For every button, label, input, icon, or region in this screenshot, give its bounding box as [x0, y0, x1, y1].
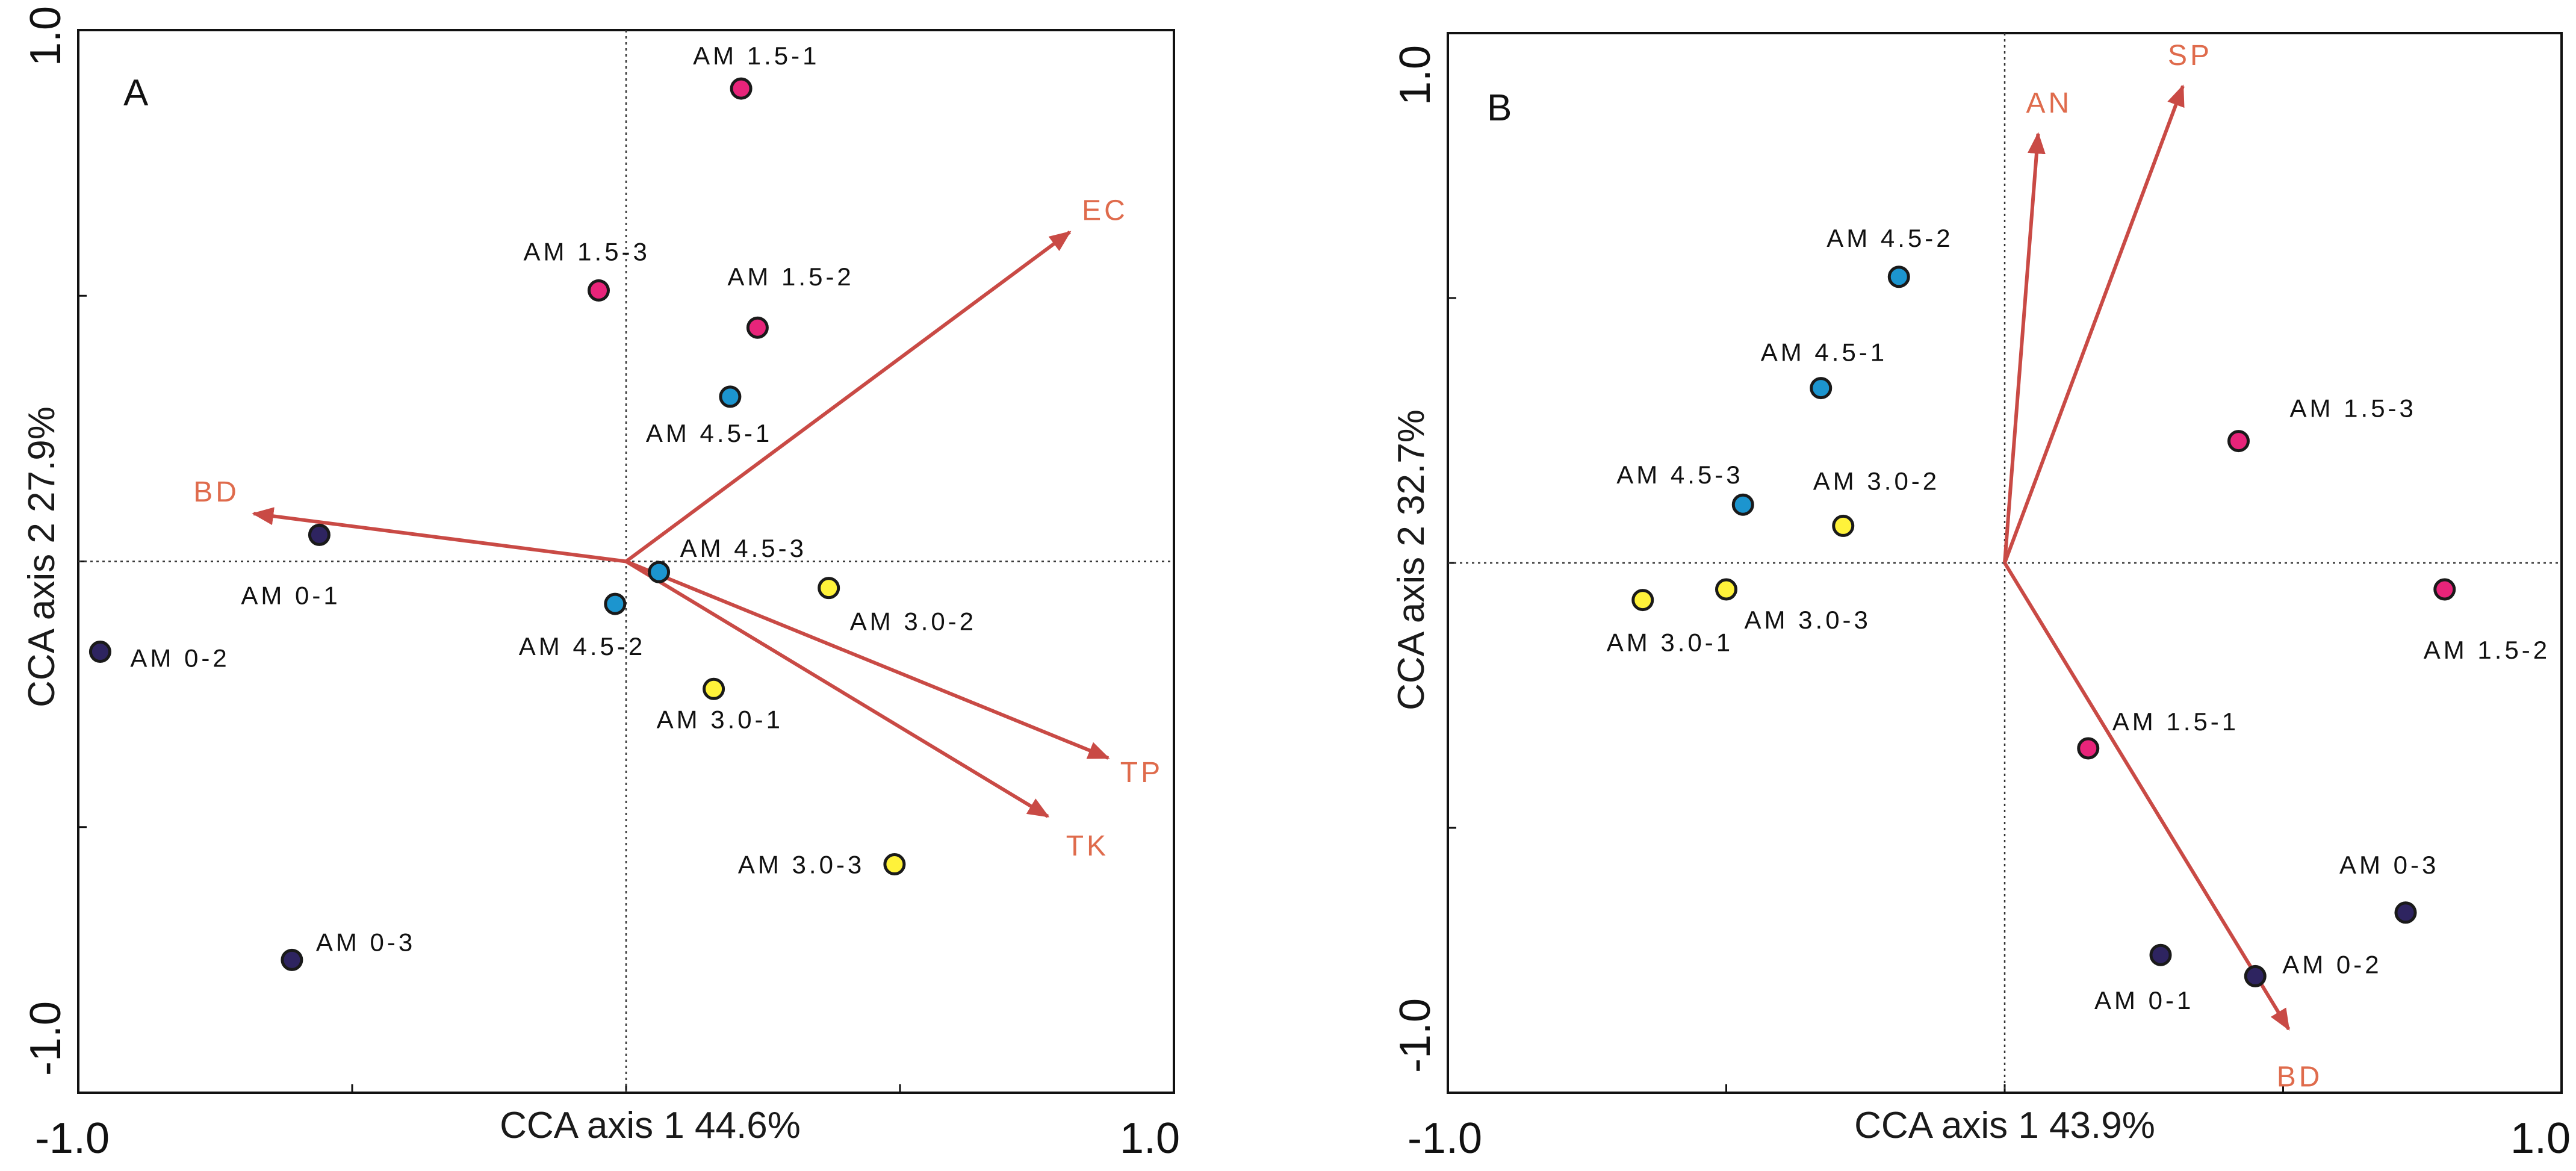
point-am-0-1: [308, 523, 331, 546]
vector-label: EC: [1082, 194, 1128, 226]
y-tick-label: -1.0: [22, 1001, 70, 1076]
point-label: AM 3.0-1: [1607, 629, 1733, 657]
point-am-4-5-2: [604, 592, 627, 615]
point-label: AM 1.5-1: [693, 42, 819, 70]
x-tick-label: 1.0: [2510, 1114, 2571, 1163]
point-label: AM 3.0-1: [657, 705, 783, 733]
vector-label: TK: [1066, 830, 1109, 862]
point-label: AM 4.5-3: [680, 534, 807, 562]
x-axis-title: CCA axis 1 43.9%: [1854, 1105, 2155, 1146]
panel-letter: A: [123, 72, 149, 114]
vector-tp: [625, 559, 1110, 760]
point-am-1-5-2: [2433, 578, 2456, 601]
y-axis-title: CCA axis 2 27.9%: [21, 406, 63, 707]
vector-label: TP: [1120, 757, 1163, 789]
point-am-1-5-2: [746, 316, 769, 339]
y-tick-label: -1.0: [1391, 998, 1439, 1073]
x-axis-title: CCA axis 1 44.6%: [500, 1105, 801, 1146]
vector-bd: [252, 507, 627, 564]
point-am-1-5-1: [730, 77, 753, 100]
vector-label: BD: [2277, 1061, 2323, 1093]
vector-ec: [625, 230, 1072, 563]
panel-b: B -1.0 1.0 1.0 -1.0 CCA axis 1 43.9% CCA axis …: [1391, 32, 2571, 1163]
point-label: AM 1.5-3: [2290, 394, 2416, 423]
point-label: AM 4.5-3: [1616, 461, 1743, 489]
point-label: AM 4.5-2: [1826, 224, 1953, 252]
point-label: AM 0-3: [316, 928, 415, 956]
point-label: AM 1.5-1: [2112, 707, 2239, 736]
point-label: AM 4.5-2: [519, 632, 645, 660]
point-label: AM 1.5-2: [2424, 636, 2550, 664]
point-label: AM 0-2: [130, 644, 229, 672]
vector-bd: [2003, 562, 2291, 1031]
point-am-3-0-1: [703, 677, 725, 700]
vector-label: AN: [2026, 87, 2073, 119]
x-tick-label: 1.0: [1120, 1114, 1180, 1163]
point-am-4-5-1: [719, 385, 742, 408]
point-label: AM 4.5-1: [646, 419, 772, 447]
point-am-4-5-3: [1731, 493, 1754, 516]
point-am-0-2: [2244, 964, 2267, 987]
point-am-4-5-3: [648, 561, 671, 583]
point-am-3-0-3: [883, 853, 906, 876]
vector-label: SP: [2168, 40, 2212, 72]
point-label: AM 1.5-2: [727, 262, 854, 291]
point-am-4-5-2: [1887, 266, 1910, 288]
point-label: AM 4.5-1: [1761, 338, 1887, 367]
point-am-4-5-1: [1810, 377, 1833, 400]
point-am-3-0-2: [818, 577, 840, 600]
point-label: AM 3.0-3: [1745, 606, 1871, 634]
point-label: AM 3.0-2: [1813, 467, 1940, 495]
point-label: AM 0-1: [241, 581, 340, 609]
vector-sp: [2003, 84, 2185, 564]
vector-an: [2003, 132, 2046, 564]
y-tick-label: 1.0: [1391, 45, 1439, 105]
point-label: AM 0-2: [2282, 950, 2382, 978]
point-label: AM 3.0-3: [738, 851, 864, 879]
point-am-1-5-1: [2077, 737, 2100, 760]
x-tick-label: -1.0: [1407, 1114, 1482, 1163]
point-am-3-0-3: [1715, 578, 1737, 601]
point-label: AM 1.5-3: [524, 237, 650, 266]
point-am-0-1: [2149, 943, 2172, 966]
point-am-0-3: [2394, 901, 2417, 924]
y-tick-label: 1.0: [22, 6, 70, 66]
point-am-0-2: [88, 641, 111, 663]
point-am-0-3: [281, 948, 303, 971]
vector-label: BD: [193, 476, 240, 508]
point-label: AM 3.0-2: [850, 607, 976, 636]
panel-letter: B: [1487, 87, 1512, 129]
point-label: AM 0-3: [2339, 851, 2439, 879]
point-am-1-5-3: [588, 279, 610, 302]
vector-tk: [625, 559, 1050, 818]
point-am-1-5-3: [2227, 430, 2250, 453]
panel-a: A -1.0 1.0 1.0 -1.0 CCA axis 1 44.6% CCA axis …: [21, 6, 1180, 1163]
x-tick-label: -1.0: [35, 1114, 110, 1163]
y-axis-title: CCA axis 2 32.7%: [1391, 409, 1432, 710]
point-am-3-0-2: [1832, 514, 1855, 537]
point-label: AM 0-1: [2094, 986, 2194, 1014]
point-am-3-0-1: [1631, 589, 1654, 612]
